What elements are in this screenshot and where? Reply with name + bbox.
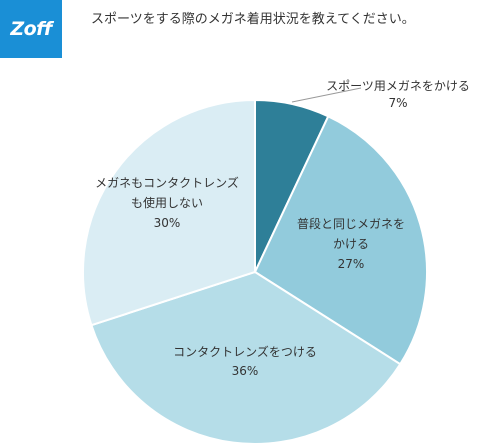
slice-label-0: スポーツ用メガネをかける 7%: [326, 79, 470, 110]
slice-label-2: コンタクトレンズをつける 36%: [173, 344, 317, 378]
slice-label-1: 普段と同じメガネをかける 27%: [297, 216, 405, 271]
logo-text: Zoff: [10, 18, 52, 40]
zoff-logo: Zoff: [0, 0, 62, 58]
slice-label-3: メガネもコンタクトレンズも使用しない 30%: [95, 175, 239, 230]
slice-label-line-1-1: かける: [333, 237, 369, 251]
leader-lines: [291, 87, 362, 103]
slice-labels: スポーツ用メガネをかける 7% 普段と同じメガネをかける 27% コンタクトレンズをつけ…: [95, 79, 470, 378]
slice-value-2: 36%: [232, 364, 259, 378]
pie-slice-3: [82, 98, 256, 327]
slice-label-line-3-0: メガネもコンタクトレンズ: [95, 175, 239, 190]
slice-value-3: 30%: [154, 216, 181, 230]
slice-value-0: 7%: [388, 96, 407, 110]
slice-label-line-2-0: コンタクトレンズをつける: [173, 344, 317, 359]
leader-line-0: [291, 87, 362, 103]
pie-slices: [82, 98, 428, 445]
slice-label-line-0-0: スポーツ用メガネをかける: [326, 79, 470, 93]
slice-value-1: 27%: [338, 257, 365, 271]
pie-slice-1: [253, 115, 428, 366]
slice-label-line-3-1: も使用しない: [131, 195, 203, 210]
survey-question: スポーツをする際のメガネ着用状況を教えてください。: [91, 12, 415, 27]
slice-label-line-1-0: 普段と同じメガネを: [297, 216, 405, 231]
pie-slice-2: [90, 270, 402, 445]
